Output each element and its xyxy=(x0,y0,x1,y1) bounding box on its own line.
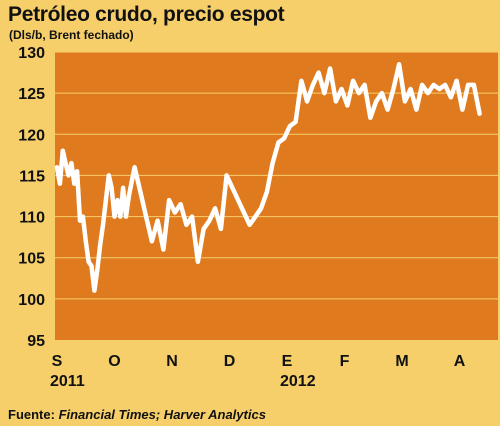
source-prefix: Fuente: xyxy=(8,407,59,422)
y-axis: 95 100 105 110 115 120 125 130 xyxy=(18,45,45,350)
y-tick-label: 110 xyxy=(19,210,45,227)
chart-subtitle: (Dls/b, Brent fechado) xyxy=(9,28,134,42)
source-names: Financial Times; Harver Analytics xyxy=(58,407,266,422)
y-tick-label: 130 xyxy=(18,45,45,62)
y-tick-label: 105 xyxy=(18,251,45,268)
x-tick-label: N xyxy=(166,353,178,370)
y-tick-label: 115 xyxy=(19,168,45,185)
x-tick-label: E xyxy=(282,353,293,370)
source-note: Fuente: Financial Times; Harver Analytic… xyxy=(8,407,266,422)
y-tick-label: 125 xyxy=(18,86,45,103)
price-line xyxy=(54,62,482,293)
x-axis: S O N D E F M A 2011 2012 xyxy=(50,353,466,390)
x-tick-label: S xyxy=(52,353,63,370)
year-label: 2011 xyxy=(50,373,85,390)
grid-lines xyxy=(55,51,498,300)
y-tick-label: 120 xyxy=(18,127,45,144)
x-tick-label: F xyxy=(340,353,350,370)
x-tick-label: A xyxy=(454,353,466,370)
x-tick-label: M xyxy=(395,353,408,370)
y-tick-label: 100 xyxy=(18,292,45,309)
x-tick-label: O xyxy=(108,353,120,370)
chart-title: Petróleo crudo, precio espot xyxy=(8,3,285,26)
year-label: 2012 xyxy=(280,373,316,390)
y-tick-label: 95 xyxy=(27,333,45,350)
x-tick-label: D xyxy=(224,353,236,370)
